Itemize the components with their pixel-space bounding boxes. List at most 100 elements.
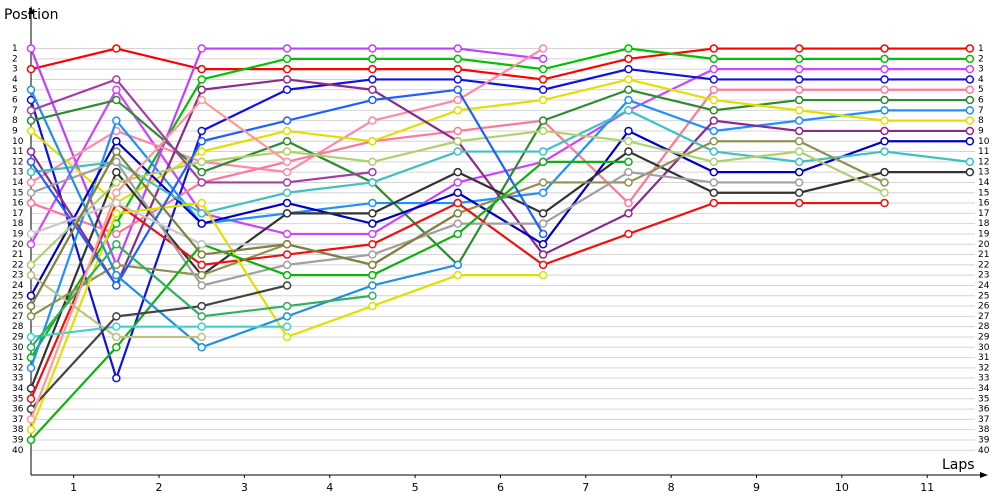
y-tick-label-right: 39 xyxy=(978,435,990,445)
y-tick-label: 3 xyxy=(12,65,18,75)
point-marker xyxy=(709,167,719,177)
point-marker xyxy=(197,157,206,167)
point-marker xyxy=(624,126,633,136)
y-tick-label: 10 xyxy=(12,137,24,147)
point-marker xyxy=(709,126,719,136)
point-marker xyxy=(26,312,36,321)
point-marker xyxy=(709,44,719,53)
y-tick-label: 20 xyxy=(12,240,24,250)
series-line xyxy=(30,325,288,339)
point-marker xyxy=(282,44,292,53)
point-marker xyxy=(26,64,36,74)
point-marker xyxy=(282,54,292,64)
point-marker xyxy=(453,126,463,136)
y-tick-label: 16 xyxy=(12,199,24,209)
y-tick-label: 18 xyxy=(12,219,24,229)
point-marker xyxy=(709,116,719,125)
point-marker xyxy=(709,157,719,167)
series-line xyxy=(30,160,629,441)
y-tick-label-right: 36 xyxy=(978,405,990,415)
y-tick-label-right: 1 xyxy=(978,44,984,54)
point-marker xyxy=(282,147,292,156)
point-marker xyxy=(538,178,548,187)
point-marker xyxy=(368,54,377,64)
y-tick-label-right: 6 xyxy=(978,96,984,106)
y-tick-label-right: 17 xyxy=(978,209,989,219)
x-tick-label: 5 xyxy=(412,481,419,494)
point-marker xyxy=(112,95,121,105)
point-marker xyxy=(112,188,121,198)
point-marker xyxy=(112,240,121,249)
y-tick-label: 6 xyxy=(12,96,18,106)
y-tick-label-right: 11 xyxy=(978,147,989,157)
point-marker xyxy=(880,95,889,105)
point-marker xyxy=(709,54,719,64)
point-marker xyxy=(538,64,548,74)
point-marker xyxy=(709,188,719,198)
y-tick-label-right: 15 xyxy=(978,188,989,198)
point-marker xyxy=(624,137,633,146)
point-marker xyxy=(112,343,121,352)
y-tick-label-right: 33 xyxy=(978,374,989,384)
y-tick-label: 23 xyxy=(12,271,23,281)
point-marker xyxy=(368,219,377,228)
x-tick-label: 2 xyxy=(156,481,163,494)
point-marker xyxy=(26,198,36,208)
point-marker xyxy=(538,126,548,136)
point-marker xyxy=(282,322,292,331)
point-marker xyxy=(282,157,292,167)
point-marker xyxy=(197,332,206,342)
point-marker xyxy=(794,178,804,187)
y-tick-label: 1 xyxy=(12,44,18,54)
point-marker xyxy=(965,106,975,115)
point-marker xyxy=(26,188,36,198)
point-marker xyxy=(197,75,206,84)
y-tick-label-right: 22 xyxy=(978,260,989,270)
point-marker xyxy=(794,147,804,156)
point-marker xyxy=(26,106,36,115)
point-marker xyxy=(282,229,292,239)
point-marker xyxy=(538,188,548,198)
point-marker xyxy=(794,167,804,177)
y-tick-label: 26 xyxy=(12,302,24,312)
y-tick-label-right: 23 xyxy=(978,271,989,281)
y-tick-label: 24 xyxy=(12,281,24,291)
y-tick-label-right: 37 xyxy=(978,415,989,425)
point-marker xyxy=(624,85,633,94)
point-marker xyxy=(965,54,975,64)
y-tick-label-right: 5 xyxy=(978,85,984,95)
point-marker xyxy=(794,44,804,53)
point-marker xyxy=(880,137,889,146)
y-tick-label-right: 21 xyxy=(978,250,989,260)
point-marker xyxy=(282,178,292,187)
point-marker xyxy=(26,147,36,156)
point-marker xyxy=(965,44,975,53)
series-line xyxy=(30,201,288,246)
point-marker xyxy=(538,270,548,280)
y-tick-label-right: 34 xyxy=(978,384,990,394)
series-line xyxy=(30,47,970,359)
y-tick-label: 33 xyxy=(12,374,23,384)
y-tick-label-right: 30 xyxy=(978,343,990,353)
y-tick-label: 13 xyxy=(12,168,23,178)
point-marker xyxy=(538,147,548,156)
point-marker xyxy=(197,85,206,94)
y-tick-label: 30 xyxy=(12,343,24,353)
point-marker xyxy=(538,75,548,84)
point-marker xyxy=(709,137,719,146)
y-tick-label: 32 xyxy=(12,363,23,373)
y-tick-label: 29 xyxy=(12,332,24,342)
y-tick-label: 40 xyxy=(12,446,24,456)
point-marker xyxy=(282,260,292,270)
point-marker xyxy=(112,167,121,177)
point-marker xyxy=(624,178,633,187)
point-marker xyxy=(453,219,463,228)
y-tick-label-right: 35 xyxy=(978,394,989,404)
point-marker xyxy=(624,75,633,84)
series-line xyxy=(30,89,459,349)
point-marker xyxy=(197,343,206,352)
point-marker xyxy=(880,106,889,115)
point-marker xyxy=(794,157,804,167)
point-marker xyxy=(26,343,36,352)
point-marker xyxy=(794,198,804,208)
